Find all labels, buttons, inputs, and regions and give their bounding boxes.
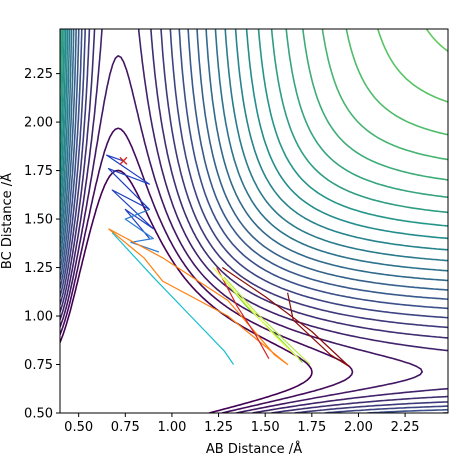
trajectory-line-2 [108, 228, 289, 366]
start-marker [119, 156, 128, 165]
contour-level-16 [60, 29, 448, 214]
trajectory-lines [105, 154, 350, 368]
contour-level-15 [60, 29, 448, 227]
start-marker-layer [119, 156, 128, 165]
trajectory-line-8 [212, 267, 300, 360]
y-axis-ticks: 0.50 0.75 1.00 1.25 1.50 1.75 2.00 2.25 [24, 67, 60, 422]
y-tick-label: 0.75 [24, 358, 53, 373]
y-axis-label: BC Distance /Å [0, 173, 15, 269]
y-tick-label: 1.75 [24, 164, 53, 179]
x-tick-label: 0.75 [111, 420, 140, 435]
x-tick-label: 1.75 [297, 420, 326, 435]
y-tick-label: 1.00 [24, 310, 53, 325]
y-tick-label: 2.25 [24, 67, 53, 82]
contour-level-20 [345, 29, 448, 136]
x-tick-label: 2.25 [391, 420, 420, 435]
contour-level-7 [60, 29, 448, 413]
y-tick-label: 1.50 [24, 213, 53, 228]
x-axis-ticks: 0.50 0.75 1.00 1.25 1.50 1.75 2.00 2.25 [64, 413, 420, 435]
contour-level-19 [321, 29, 448, 161]
contour-level-11 [60, 29, 448, 272]
x-tick-label: 1.00 [157, 420, 186, 435]
x-tick-label: 2.00 [344, 420, 373, 435]
y-tick-label: 2.00 [24, 116, 53, 131]
plot-background [60, 29, 448, 413]
contour-level-13 [60, 29, 448, 251]
potential-contours [60, 29, 448, 413]
x-tick-label: 1.25 [204, 420, 233, 435]
contour-level-12 [60, 29, 448, 262]
x-tick-label: 1.50 [251, 420, 280, 435]
trajectory-line-5 [221, 267, 350, 368]
y-tick-label: 1.25 [24, 261, 53, 276]
trajectory-line-7 [223, 276, 311, 365]
plot-frame [59, 28, 449, 414]
trajectory-line-4 [216, 267, 270, 359]
trajectory-line-3 [111, 232, 234, 365]
contour-level-9 [60, 29, 448, 291]
y-tick-label: 0.50 [24, 407, 53, 422]
x-tick-label: 0.50 [64, 420, 93, 435]
x-axis-label: AB Distance /Å [206, 441, 302, 457]
contour-level-10 [60, 29, 448, 282]
contour-level-21 [377, 29, 448, 103]
